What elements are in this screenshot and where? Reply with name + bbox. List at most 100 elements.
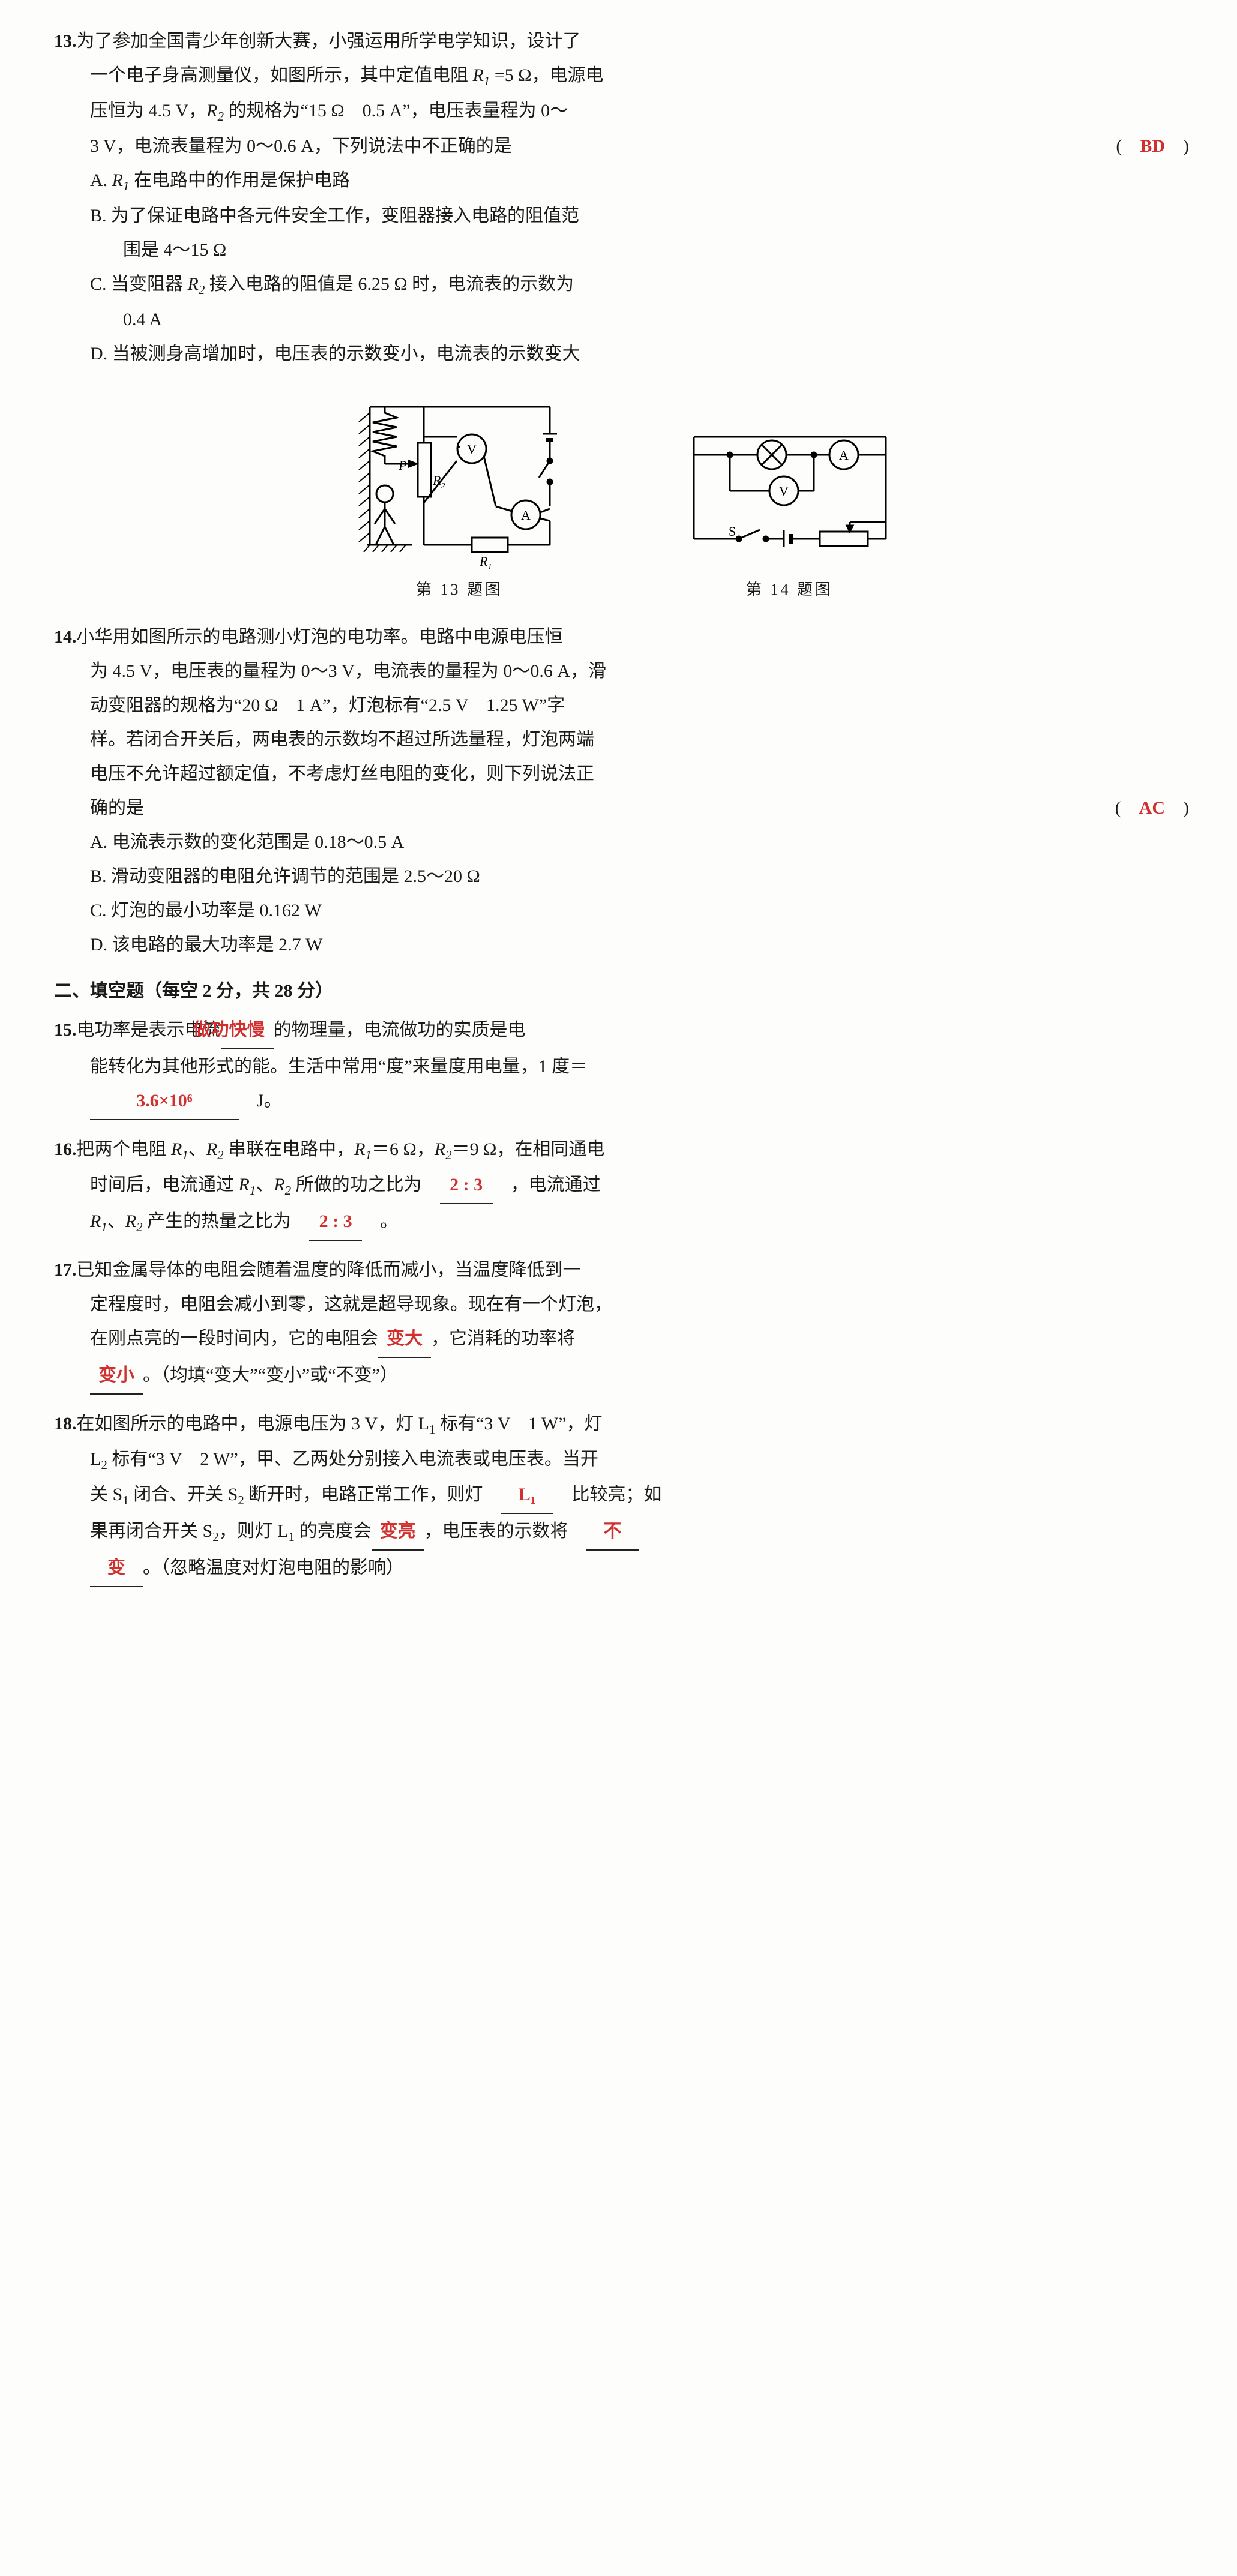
q18-blank-3b: 变 xyxy=(90,1551,143,1587)
q14-opt-d: D. 该电路的最大功率是 2.7 W xyxy=(54,928,1201,962)
svg-text:V: V xyxy=(779,484,789,499)
q14-opt-c: C. 灯泡的最小功率是 0.162 W xyxy=(54,893,1201,928)
section-2-heading: 二、填空题（每空 2 分，共 28 分） xyxy=(54,974,1201,1008)
q18-blank-3: 不 xyxy=(586,1514,639,1551)
q13-l4: 3 V，电流表量程为 0～0.6 A，下列说法中不正确的是 ( BD ) xyxy=(54,129,1201,163)
q13-l3: 压恒为 4.5 V，R2 的规格为“15 Ω 0.5 A”，电压表量程为 0～ xyxy=(54,94,1201,129)
text: 小华用如图所示的电路测小灯泡的电功率。电路中电源电压恒 xyxy=(77,627,563,647)
q13-opt-b-l2: 围是 4～15 Ω xyxy=(54,233,1201,267)
q15-blank-2: 3.6×10⁶ xyxy=(90,1084,239,1120)
text: 确的是 xyxy=(90,798,144,818)
text: 时间后，电流通过 xyxy=(90,1175,239,1195)
q15-l3: 3.6×10⁶ J。 xyxy=(54,1084,1201,1120)
text: 串联在电路中， xyxy=(224,1139,355,1159)
svg-text:A: A xyxy=(521,508,531,523)
text: 。 xyxy=(380,1211,398,1231)
q13-answer: BD xyxy=(1140,136,1165,156)
text: 在刚点亮的一段时间内，它的电阻会 xyxy=(90,1329,378,1348)
text: 压恒为 4.5 V， xyxy=(90,101,206,121)
q17-l1: 17.已知金属导体的电阻会随着温度的降低而减小，当温度降低到一 xyxy=(54,1253,1201,1287)
q14-answer: AC xyxy=(1139,798,1165,818)
q15-l2: 能转化为其他形式的能。生活中常用“度”来量度用电量，1 度＝ xyxy=(54,1049,1201,1084)
text: ，电流通过 xyxy=(511,1175,601,1195)
question-13: 13.为了参加全国青少年创新大赛，小强运用所学电学知识，设计了 一个电子身高测量… xyxy=(54,24,1201,604)
q18-l3: 关 S1 闭合、开关 S2 断开时，电路正常工作，则灯 L₁ 比较亮；如 xyxy=(54,1477,1201,1514)
q14-opt-b: B. 滑动变阻器的电阻允许调节的范围是 2.5～20 Ω xyxy=(54,859,1201,893)
text: 断开时，电路正常工作，则灯 xyxy=(244,1485,483,1504)
svg-text:R1: R1 xyxy=(479,554,492,569)
text: 接入电路的阻值是 6.25 Ω 时，电流表的示数为 xyxy=(205,274,574,294)
text: 在电路中的作用是保护电路 xyxy=(130,170,351,190)
text: 所做的功之比为 xyxy=(291,1175,422,1195)
var-R2: R2 xyxy=(206,101,224,121)
figure-14: A V S 第 14 题图 xyxy=(676,413,904,604)
text: 的规格为“15 Ω 0.5 A”，电压表量程为 0～ xyxy=(224,101,568,121)
circuit-13-svg: P R2 V A R1 xyxy=(352,389,568,569)
q17-l2: 定程度时，电阻会减小到零，这就是超导现象。现在有一个灯泡， xyxy=(54,1287,1201,1321)
q14-l5: 电压不允许超过额定值，不考虑灯丝电阻的变化，则下列说法正 xyxy=(54,757,1201,791)
q14-l2: 为 4.5 V，电压表的量程为 0～3 V，电流表的量程为 0～0.6 A，滑 xyxy=(54,654,1201,688)
q16-blank-2: 2 : 3 xyxy=(309,1204,362,1241)
text: 把两个电阻 xyxy=(77,1139,172,1159)
text: ，它消耗的功率将 xyxy=(431,1329,575,1348)
text: 的亮度会 xyxy=(295,1521,372,1541)
text: 为了参加全国青少年创新大赛，小强运用所学电学知识，设计了 xyxy=(77,31,581,51)
q18-l1: 18.在如图所示的电路中，电源电压为 3 V，灯 L1 标有“3 V 1 W”，… xyxy=(54,1407,1201,1442)
text: C. 当变阻器 xyxy=(90,274,188,294)
q13-opt-c-l2: 0.4 A xyxy=(54,302,1201,337)
q14-l3: 动变阻器的规格为“20 Ω 1 A”，灯泡标有“2.5 V 1.25 W”字 xyxy=(54,688,1201,722)
q13-stem: 13.为了参加全国青少年创新大赛，小强运用所学电学知识，设计了 xyxy=(54,24,1201,58)
var-R2: R2 xyxy=(188,274,205,294)
question-16: 16.把两个电阻 R1、R2 串联在电路中，R1＝6 Ω，R2＝9 Ω，在相同通… xyxy=(54,1132,1201,1241)
q13-l2: 一个电子身高测量仪，如图所示，其中定值电阻 R1 =5 Ω，电源电 xyxy=(54,58,1201,94)
q16-number: 16. xyxy=(54,1139,77,1159)
fig14-caption: 第 14 题图 xyxy=(676,575,904,604)
q14-l1: 14.小华用如图所示的电路测小灯泡的电功率。电路中电源电压恒 xyxy=(54,620,1201,654)
q18-number: 18. xyxy=(54,1414,77,1434)
q14-opt-a: A. 电流表示数的变化范围是 0.18～0.5 A xyxy=(54,825,1201,859)
q13-opt-c-l1: C. 当变阻器 R2 接入电路的阻值是 6.25 Ω 时，电流表的示数为 xyxy=(54,267,1201,302)
text: A. xyxy=(90,170,112,190)
svg-text:R2: R2 xyxy=(432,473,445,491)
question-14: 14.小华用如图所示的电路测小灯泡的电功率。电路中电源电压恒 为 4.5 V，电… xyxy=(54,620,1201,962)
q14-l6: 确的是 ( AC ) xyxy=(54,791,1201,825)
text: =5 Ω，电源电 xyxy=(490,65,603,85)
figure-row: P R2 V A R1 第 13 题图 xyxy=(54,389,1201,604)
text: 一个电子身高测量仪，如图所示，其中定值电阻 xyxy=(90,65,473,85)
text: 。（忽略温度对灯泡电阻的影响） xyxy=(143,1558,404,1578)
q14-l4: 样。若闭合开关后，两电表的示数均不超过所选量程，灯泡两端 xyxy=(54,722,1201,757)
q16-l2: 时间后，电流通过 R1、R2 所做的功之比为 2 : 3 ，电流通过 xyxy=(54,1168,1201,1204)
q17-l3: 在刚点亮的一段时间内，它的电阻会变大，它消耗的功率将 xyxy=(54,1321,1201,1358)
q17-blank-1: 变大 xyxy=(378,1321,431,1358)
text: 标有“3 V 2 W”，甲、乙两处分别接入电流表或电压表。当开 xyxy=(107,1449,598,1469)
q17-l4: 变小。（均填“变大”“变小”或“不变”） xyxy=(54,1358,1201,1395)
var-R1: R1 xyxy=(473,65,490,85)
q13-opt-d: D. 当被测身高增加时，电压表的示数变小，电流表的示数变大 xyxy=(54,337,1201,371)
q14-number: 14. xyxy=(54,627,77,647)
question-17: 17.已知金属导体的电阻会随着温度的降低而减小，当温度降低到一 定程度时，电阻会… xyxy=(54,1253,1201,1395)
text: 在如图所示的电路中，电源电压为 3 V，灯 L xyxy=(77,1414,430,1434)
svg-text:V: V xyxy=(467,442,477,457)
text: 产生的热量之比为 xyxy=(143,1211,292,1231)
figure-13: P R2 V A R1 第 13 题图 xyxy=(352,389,568,604)
q16-l1: 16.把两个电阻 R1、R2 串联在电路中，R1＝6 Ω，R2＝9 Ω，在相同通… xyxy=(54,1132,1201,1168)
fig13-caption: 第 13 题图 xyxy=(352,575,568,604)
text: 3 V，电流表量程为 0～0.6 A，下列说法中不正确的是 xyxy=(90,136,512,156)
q18-blank-2: 变亮 xyxy=(372,1514,424,1551)
q16-l3: R1、R2 产生的热量之比为 2 : 3 。 xyxy=(54,1204,1201,1241)
text: 。（均填“变大”“变小”或“不变”） xyxy=(143,1365,398,1385)
q18-l5: 变。（忽略温度对灯泡电阻的影响） xyxy=(54,1551,1201,1587)
q13-number: 13. xyxy=(54,31,77,51)
text: 比较亮；如 xyxy=(571,1485,661,1504)
q16-blank-1: 2 : 3 xyxy=(440,1168,493,1204)
svg-text:P: P xyxy=(398,458,406,473)
q17-number: 17. xyxy=(54,1260,77,1280)
q15-l1: 15.电功率是表示电流做功快慢的物理量，电流做功的实质是电 xyxy=(54,1013,1201,1049)
text: J。 xyxy=(257,1091,282,1111)
question-18: 18.在如图所示的电路中，电源电压为 3 V，灯 L1 标有“3 V 1 W”，… xyxy=(54,1407,1201,1587)
circuit-14-svg: A V S xyxy=(676,413,904,569)
q17-blank-2: 变小 xyxy=(90,1358,143,1395)
text: 的物理量，电流做功的实质是电 xyxy=(274,1020,526,1040)
q15-number: 15. xyxy=(54,1020,77,1040)
q13-opt-b-l1: B. 为了保证电路中各元件安全工作，变阻器接入电路的阻值范 xyxy=(54,199,1201,233)
